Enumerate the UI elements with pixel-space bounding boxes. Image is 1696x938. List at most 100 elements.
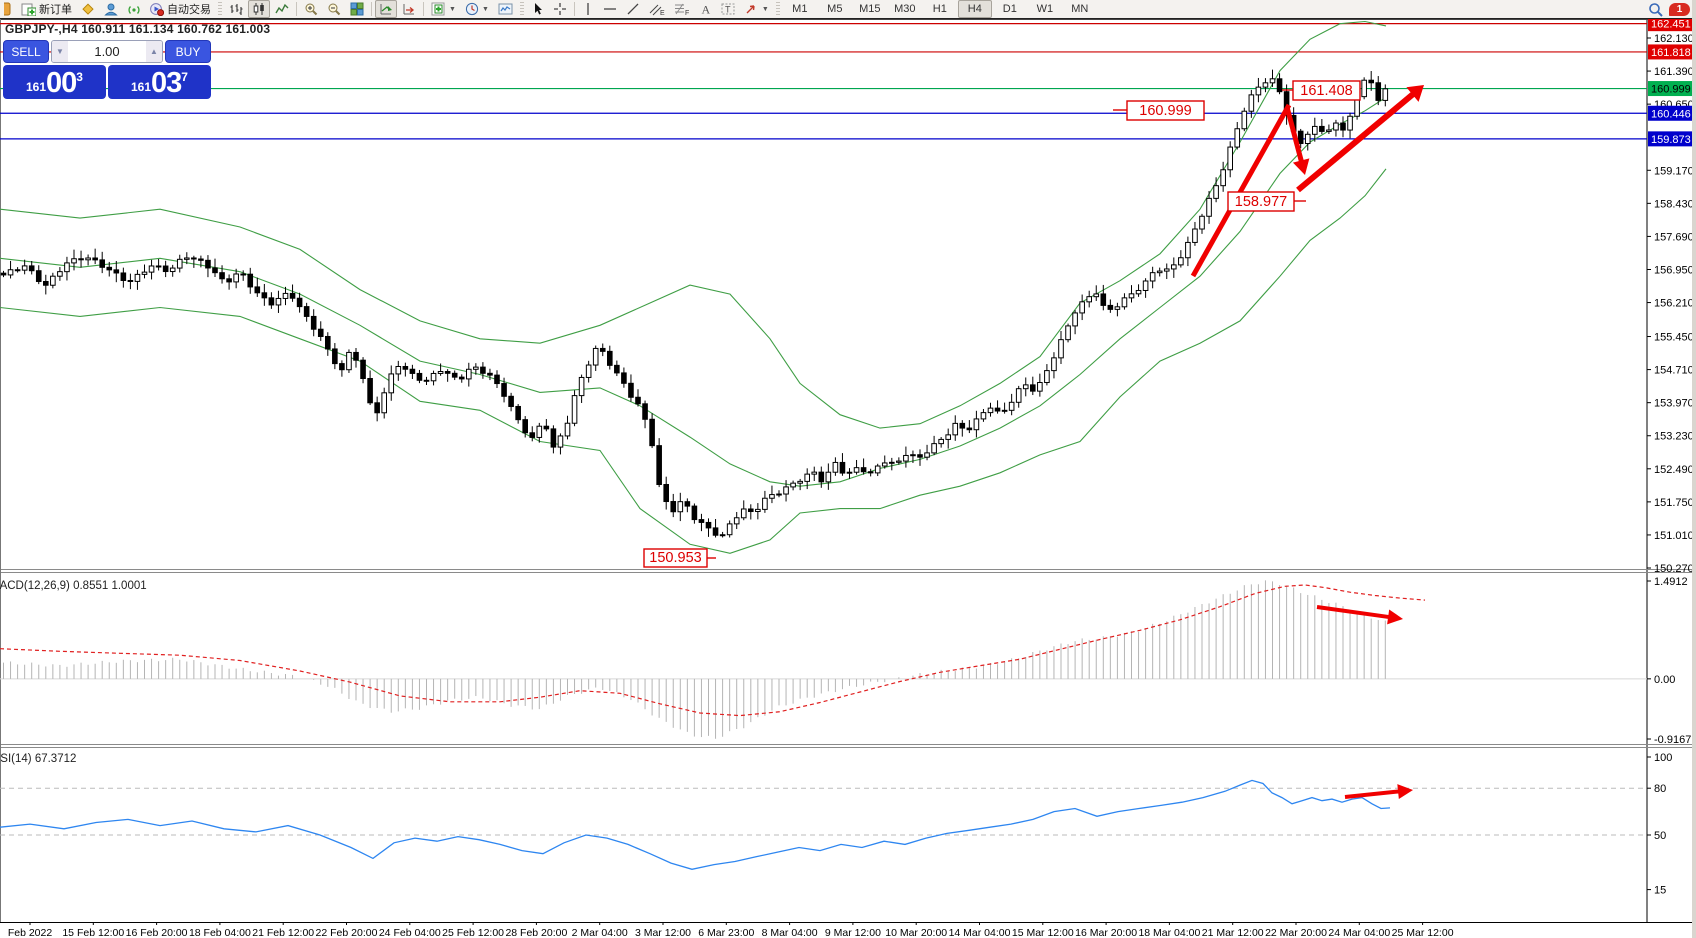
volume-input[interactable] [68, 41, 146, 62]
time-axis[interactable]: Feb 2022 15 Feb 12:00 16 Feb 20:00 18 Feb 0… [8, 922, 1454, 938]
volume-decrease-button[interactable]: ▼ [52, 41, 68, 62]
trendline-icon [626, 2, 640, 16]
timeframe-button-M30[interactable]: M30 [894, 3, 916, 15]
buy-button[interactable]: BUY [165, 40, 211, 63]
community-icon[interactable] [100, 0, 122, 18]
chart-symbol-title: GBPJPY-,H4 160.911 161.134 160.762 161.0… [5, 22, 271, 36]
mql5-market-icon[interactable] [77, 0, 99, 18]
timeframe-button-M1[interactable]: M1 [792, 3, 808, 15]
rsi-line [0, 779, 1391, 870]
equidistant-channel-icon: E [649, 2, 665, 16]
vertical-line-icon[interactable] [578, 0, 598, 18]
search-icon[interactable] [1644, 0, 1668, 18]
annotation-text: 150.953 [649, 550, 701, 566]
timeframe-button-H1[interactable]: H1 [932, 3, 947, 15]
sell-button[interactable]: SELL [3, 40, 49, 63]
price-annotation[interactable]: 158.977 [1227, 191, 1306, 212]
time-axis-label: 9 Mar 12:00 [825, 927, 881, 938]
arrows-icon[interactable]: ▼ [741, 0, 773, 18]
time-axis-label: 22 Feb 20:00 [316, 927, 378, 938]
timeframe-button-MN[interactable]: MN [1071, 3, 1089, 15]
svg-text:155.450: 155.450 [1654, 332, 1694, 344]
add-indicator-icon[interactable]: ▼ [427, 0, 460, 18]
trend-arrow[interactable] [1190, 103, 1292, 278]
price-annotation[interactable]: 160.999 [1113, 100, 1205, 121]
fibonacci-icon[interactable]: F [670, 0, 694, 18]
toolbar: 新订单 自动交易 ▼ ▼ E F A T ▼ M1 M5 M15 M30 H1 H4 D1 W1 MN 1 [0, 0, 1696, 19]
timeframe-button-H4[interactable]: H4 [957, 0, 992, 18]
price-annotation[interactable]: 150.953 [643, 548, 716, 568]
trend-arrow[interactable] [1284, 106, 1310, 175]
period-clock-icon [465, 2, 479, 16]
clipped-edge-icon[interactable] [0, 0, 16, 18]
mql5-market-icon [81, 2, 95, 16]
time-axis-label: 24 Mar 04:00 [1328, 927, 1390, 938]
fibonacci-icon: F [674, 2, 690, 16]
time-axis-label: 25 Mar 12:00 [1392, 927, 1454, 938]
cursor-icon[interactable] [527, 0, 548, 18]
trend-arrow[interactable] [1296, 85, 1424, 193]
time-axis-label: 15 Feb 12:00 [62, 927, 124, 938]
timeframe-button-W1[interactable]: W1 [1036, 3, 1054, 15]
zoom-out-icon[interactable] [323, 0, 345, 18]
trend-arrow[interactable] [1344, 784, 1413, 799]
price-annotation[interactable]: 161.408 [1282, 80, 1361, 101]
notification-badge[interactable]: 1 [1669, 2, 1690, 16]
svg-text:160.446: 160.446 [1651, 108, 1691, 120]
chart-area[interactable]: 160.999 161.408 158.977 150.953 162.130 161.3… [0, 18, 1696, 938]
svg-text:151.010: 151.010 [1654, 530, 1694, 542]
bar-chart-icon[interactable] [225, 0, 247, 18]
window-right-edge [1692, 0, 1696, 938]
crosshair-icon[interactable] [549, 0, 571, 18]
horizontal-line-icon [603, 2, 617, 16]
auto-scroll-icon [379, 2, 393, 16]
timeframe-button-D1[interactable]: D1 [1002, 3, 1017, 15]
timeframe-button-M15[interactable]: M15 [859, 3, 881, 15]
tile-windows-icon[interactable] [346, 0, 368, 18]
candlestick-chart-icon [252, 2, 266, 16]
time-axis-label: 21 Mar 12:00 [1202, 927, 1264, 938]
trend-arrows [1190, 85, 1424, 278]
price-axis-labels[interactable]: 162.130161.390160.650159.170158.430157.6… [1647, 19, 1694, 575]
svg-text:159.170: 159.170 [1654, 165, 1694, 177]
signals-icon[interactable] [123, 0, 145, 18]
timeframe-button-M5[interactable]: M5 [827, 3, 843, 15]
time-axis-label: 25 Feb 12:00 [442, 927, 504, 938]
volume-increase-button[interactable]: ▲ [146, 41, 162, 62]
price-badge: 162.451 [1648, 19, 1694, 32]
annotation-text: 160.999 [1139, 103, 1191, 119]
templates-icon[interactable] [494, 0, 517, 18]
bollinger-middle [0, 96, 1387, 487]
text-icon[interactable]: A [695, 0, 716, 18]
trend-arrow[interactable] [1316, 605, 1403, 625]
time-axis-label: 24 Feb 04:00 [379, 927, 441, 938]
sell-price-tile[interactable]: 161 00 3 [3, 65, 106, 99]
auto-scroll-icon[interactable] [375, 0, 397, 18]
time-axis-label: 18 Mar 04:00 [1138, 927, 1200, 938]
trendline-icon[interactable] [622, 0, 644, 18]
equidistant-channel-icon[interactable]: E [645, 0, 669, 18]
horizontal-line-icon[interactable] [599, 0, 621, 18]
buy-price-tile[interactable]: 161 03 7 [108, 65, 211, 99]
chart-shift-icon[interactable] [398, 0, 420, 18]
time-axis-label: 2 Mar 04:00 [572, 927, 628, 938]
new-order-button-label: 新订单 [39, 4, 72, 16]
arrows-icon [745, 2, 759, 16]
period-clock-icon[interactable]: ▼ [461, 0, 493, 18]
text-label-icon[interactable]: T [717, 0, 740, 18]
svg-text:161.818: 161.818 [1651, 47, 1691, 59]
svg-text:157.690: 157.690 [1654, 231, 1694, 243]
new-order-button[interactable]: 新订单 [17, 0, 76, 18]
search-icon [1648, 2, 1664, 17]
svg-text:E: E [660, 10, 665, 16]
time-axis-label: Feb 2022 [8, 927, 53, 938]
volume-spinner: ▼ ▲ [51, 40, 163, 63]
svg-text:152.490: 152.490 [1654, 464, 1694, 476]
line-chart-icon[interactable] [271, 0, 293, 18]
toolbar-drag-handle [519, 2, 524, 16]
candlestick-chart-icon[interactable] [248, 0, 270, 18]
autotrading-button[interactable]: 自动交易 [146, 0, 215, 18]
zoom-in-icon[interactable] [300, 0, 322, 18]
